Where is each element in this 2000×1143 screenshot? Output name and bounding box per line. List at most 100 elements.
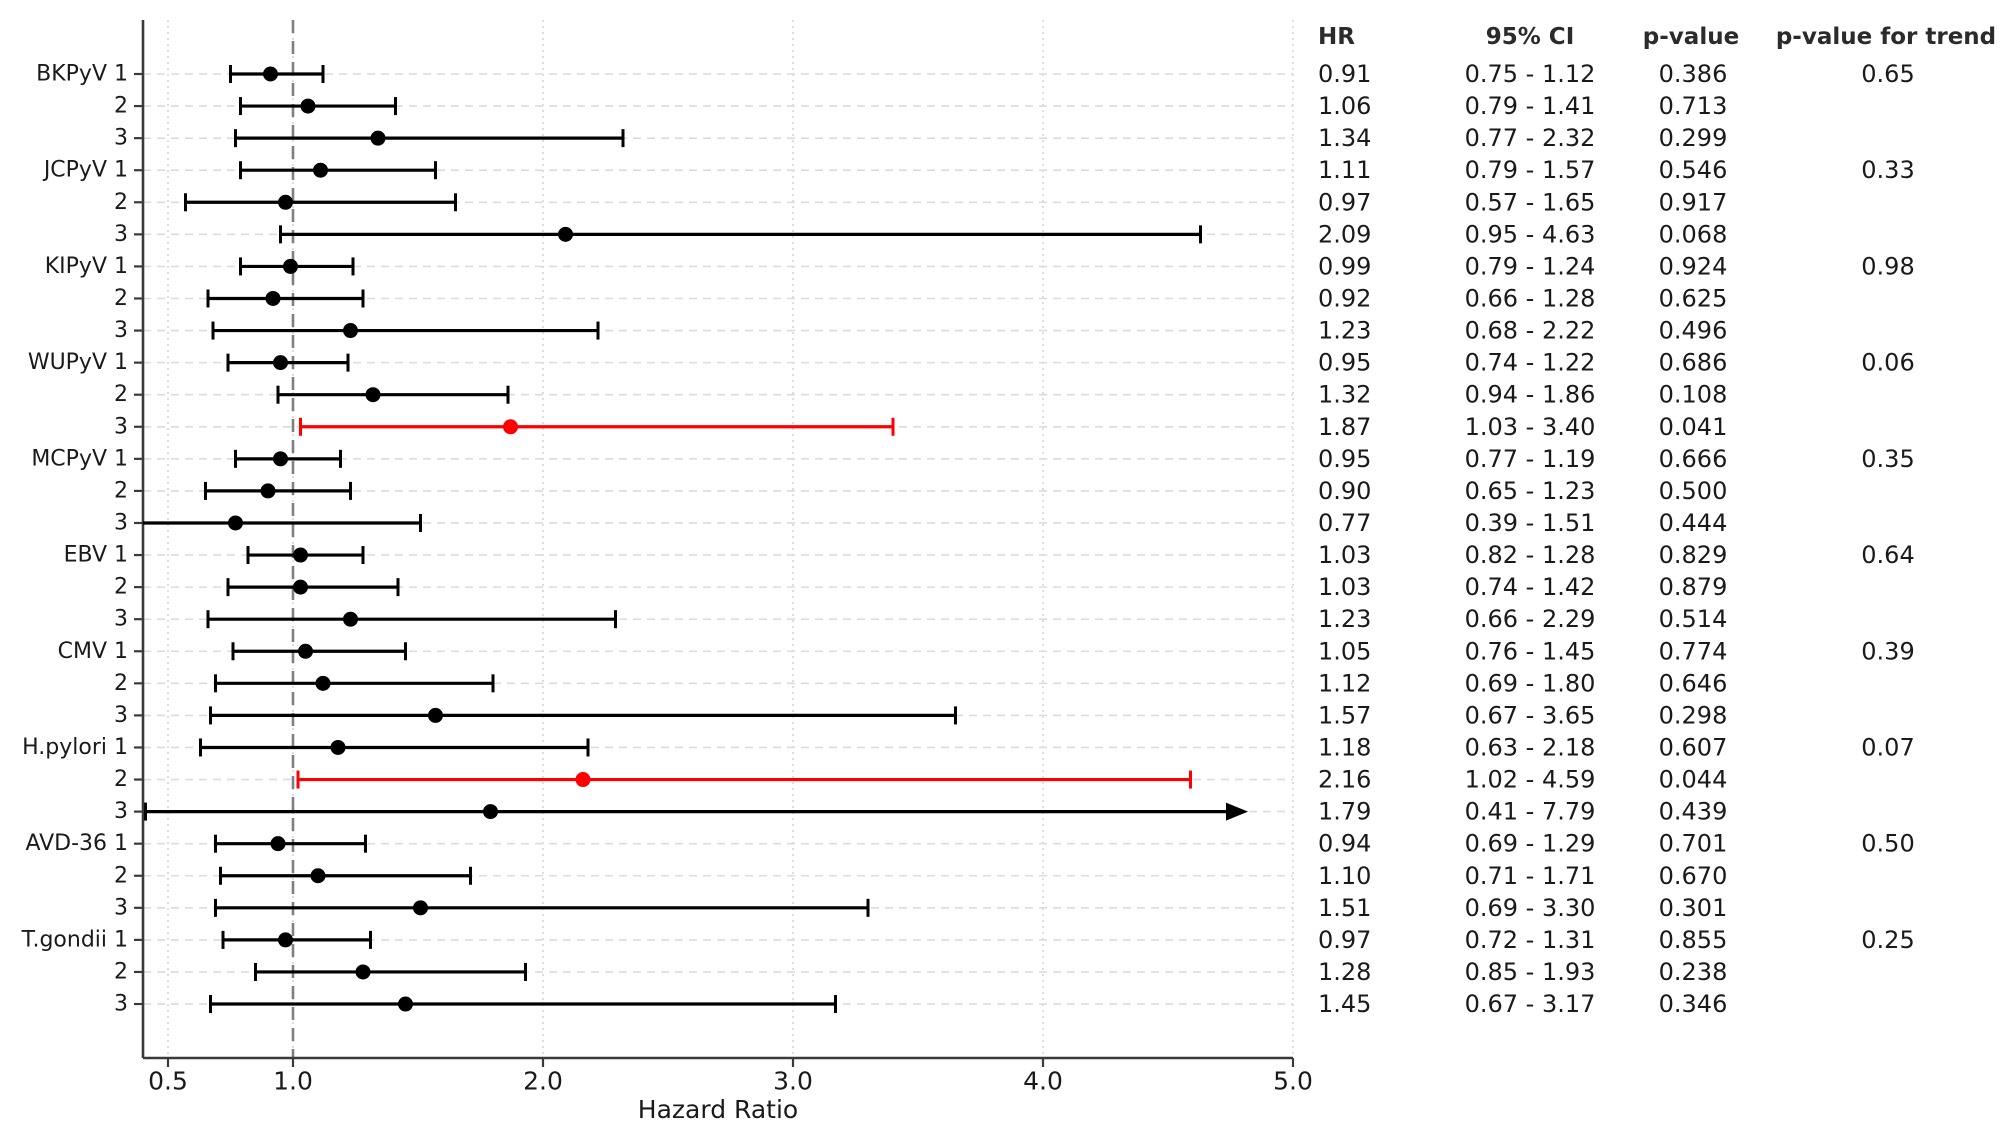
hr-point-marker (273, 355, 288, 371)
x-tick-label: 1.0 (273, 1067, 313, 1096)
cell-ci: 0.95 - 4.63 (1465, 220, 1596, 248)
hr-point-marker (293, 579, 308, 595)
y-tick-label: 3 (114, 799, 128, 824)
cell-ci: 0.79 - 1.41 (1465, 92, 1596, 120)
hr-point-marker (300, 98, 316, 114)
cell-p-value: 0.646 (1659, 669, 1728, 697)
cell-hr: 1.28 (1318, 958, 1371, 986)
cell-p-value: 0.713 (1659, 92, 1728, 120)
cell-ci: 0.72 - 1.31 (1465, 926, 1596, 954)
y-tick-label: 3 (114, 510, 128, 535)
cell-p-trend: 0.07 (1861, 733, 1914, 761)
cell-hr: 1.18 (1318, 733, 1371, 761)
y-tick-label: KIPyV 1 (45, 254, 128, 279)
hr-point-marker (428, 707, 443, 723)
hr-point-marker (298, 643, 313, 659)
cell-p-value: 0.774 (1659, 637, 1728, 665)
y-tick-label: 3 (114, 992, 128, 1017)
table-header-ci: 95% CI (1485, 24, 1575, 50)
y-tick-label: 2 (114, 190, 128, 215)
cell-ci: 0.79 - 1.57 (1465, 156, 1596, 184)
cell-hr: 0.77 (1318, 509, 1371, 537)
cell-ci: 0.69 - 3.30 (1465, 894, 1596, 922)
cell-ci: 0.82 - 1.28 (1465, 541, 1596, 569)
hr-point-marker (370, 130, 386, 146)
hr-point-marker (365, 387, 381, 403)
y-tick-label: 3 (114, 222, 128, 247)
hr-point-marker (413, 900, 428, 916)
cell-p-value: 0.686 (1659, 349, 1728, 377)
cell-p-value: 0.496 (1659, 317, 1728, 345)
x-tick-label: 5.0 (1273, 1067, 1313, 1096)
x-tick-label: 3.0 (773, 1067, 813, 1096)
cell-p-value: 0.386 (1659, 60, 1728, 88)
cell-p-trend: 0.39 (1861, 637, 1914, 665)
y-tick-label: 2 (114, 959, 128, 984)
hr-point-marker (293, 547, 308, 563)
cell-hr: 2.16 (1318, 766, 1371, 794)
x-tick-label: 2.0 (523, 1067, 563, 1096)
y-tick-label: 2 (114, 478, 128, 503)
cell-p-value: 0.546 (1659, 156, 1728, 184)
hr-point-marker (355, 964, 371, 980)
cell-hr: 1.10 (1318, 862, 1371, 890)
cell-hr: 1.05 (1318, 637, 1371, 665)
cell-p-trend: 0.98 (1861, 252, 1914, 280)
hr-point-marker (343, 323, 358, 339)
hr-point-marker (265, 290, 281, 306)
y-tick-label: 3 (114, 318, 128, 343)
cell-hr: 1.03 (1318, 541, 1371, 569)
cell-ci: 0.41 - 7.79 (1465, 798, 1596, 826)
hr-point-marker (343, 611, 358, 627)
cell-hr: 0.91 (1318, 60, 1371, 88)
cell-p-value: 0.444 (1659, 509, 1728, 537)
cell-ci: 0.63 - 2.18 (1465, 733, 1596, 761)
cell-ci: 0.67 - 3.17 (1465, 990, 1596, 1018)
y-tick-label: 2 (114, 286, 128, 311)
cell-hr: 0.94 (1318, 830, 1371, 858)
cell-ci: 0.69 - 1.80 (1465, 669, 1596, 697)
cell-p-value: 0.701 (1659, 830, 1728, 858)
hr-point-marker (398, 996, 413, 1012)
cell-hr: 0.99 (1318, 252, 1371, 280)
y-tick-label: 2 (114, 575, 128, 600)
hr-point-marker (330, 739, 346, 755)
cell-ci: 0.69 - 1.29 (1465, 830, 1596, 858)
table-header-p-value: p-value (1642, 24, 1740, 50)
cell-ci: 0.74 - 1.22 (1465, 349, 1596, 377)
cell-ci: 0.66 - 2.29 (1465, 605, 1596, 633)
cell-ci: 0.67 - 3.65 (1465, 701, 1596, 729)
cell-p-trend: 0.64 (1861, 541, 1914, 569)
cell-p-value: 0.500 (1659, 477, 1728, 505)
cell-hr: 1.45 (1318, 990, 1371, 1018)
y-tick-label: 3 (114, 607, 128, 632)
cell-ci: 0.85 - 1.93 (1465, 958, 1596, 986)
cell-p-value: 0.514 (1659, 605, 1728, 633)
hr-point-marker (483, 804, 498, 820)
y-tick-label: 3 (114, 126, 128, 151)
cell-p-trend: 0.50 (1861, 830, 1914, 858)
cell-p-value: 0.346 (1659, 990, 1728, 1018)
cell-ci: 0.71 - 1.71 (1465, 862, 1596, 890)
hr-point-marker (228, 515, 243, 531)
y-tick-label: 3 (114, 703, 128, 728)
hr-point-marker (278, 932, 293, 948)
cell-hr: 0.90 (1318, 477, 1371, 505)
cell-p-value: 0.299 (1659, 124, 1728, 152)
cell-hr: 2.09 (1318, 220, 1371, 248)
y-tick-label: 2 (114, 94, 128, 119)
cell-hr: 1.23 (1318, 605, 1371, 633)
y-tick-label: CMV 1 (58, 639, 128, 664)
y-tick-label: JCPyV 1 (42, 158, 128, 183)
cell-p-value: 0.068 (1659, 220, 1728, 248)
cell-ci: 0.57 - 1.65 (1465, 188, 1596, 216)
cell-p-value: 0.041 (1659, 413, 1728, 441)
cell-hr: 1.11 (1318, 156, 1371, 184)
cell-hr: 1.12 (1318, 669, 1371, 697)
y-tick-label: H.pylori 1 (22, 735, 128, 760)
cell-p-trend: 0.35 (1861, 445, 1914, 473)
hr-point-marker (270, 836, 286, 852)
y-tick-label: EBV 1 (64, 543, 128, 568)
cell-ci: 0.39 - 1.51 (1465, 509, 1596, 537)
y-tick-label: 3 (114, 414, 128, 439)
